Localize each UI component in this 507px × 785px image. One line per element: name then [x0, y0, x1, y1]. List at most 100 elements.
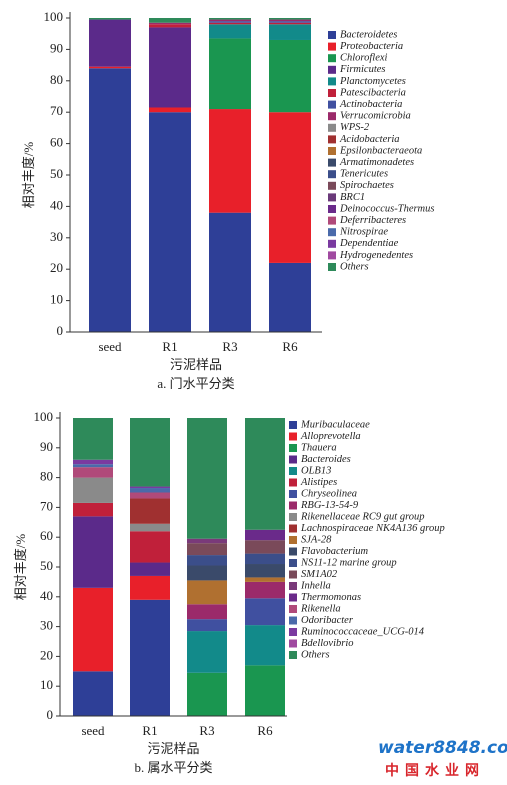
y-tick-label: 50 [40, 558, 53, 573]
legend-label: Spirochaetes [340, 180, 394, 191]
legend-swatch [289, 628, 297, 636]
y-tick-label: 30 [40, 618, 53, 633]
y-tick-label: 30 [50, 229, 63, 244]
legend-label: Rikenellaceae RC9 gut group [300, 511, 425, 522]
legend-swatch [289, 524, 297, 533]
legend-swatch [289, 639, 297, 648]
legend-swatch [328, 251, 336, 260]
legend-label: Hydrogenedentes [339, 250, 413, 261]
legend-label: Others [340, 261, 369, 272]
legend-swatch [328, 205, 336, 213]
bar-segment [73, 516, 113, 588]
legend-label: Chryseolinea [301, 488, 357, 499]
legend-label: Dependentiae [339, 238, 399, 249]
legend-swatch [328, 158, 336, 167]
watermark-site: water8848.com [378, 738, 507, 758]
bar-segment [245, 581, 285, 599]
bar-segment [269, 19, 311, 22]
legend-swatch [289, 593, 297, 602]
bar-segment [209, 109, 251, 213]
bar-segment [89, 68, 131, 333]
bar-segment [130, 492, 170, 499]
y-tick-label: 10 [40, 677, 53, 692]
legend-swatch [328, 216, 336, 225]
y-axis-label: 相对丰度/% [21, 142, 36, 209]
legend-label: BRC1 [340, 192, 365, 203]
bar-segment [245, 540, 285, 554]
x-tick-label: seed [81, 723, 105, 738]
legend-swatch [328, 181, 336, 190]
caption: a. 门水平分类 [157, 376, 234, 391]
legend-label: Tenericutes [340, 169, 388, 180]
bar-segment [149, 27, 191, 108]
y-tick-label: 70 [40, 498, 53, 513]
y-tick-label: 100 [44, 9, 64, 24]
y-tick-label: 70 [50, 103, 63, 118]
bar-segment [209, 38, 251, 110]
bar-segment [269, 21, 311, 23]
bar-segment [149, 18, 191, 23]
legend-label: Odoribacter [301, 615, 354, 626]
x-tick-label: R6 [257, 723, 273, 738]
legend-label: Bacteroides [301, 454, 351, 465]
bar-segment [130, 498, 170, 524]
legend-swatch [289, 455, 297, 464]
legend-swatch [289, 421, 297, 429]
legend-label: NS11-12 marine group [300, 557, 397, 568]
x-tick-label: R1 [142, 723, 157, 738]
legend-swatch [328, 228, 336, 237]
legend-label: Alistipes [300, 477, 337, 488]
legend-label: Armatimonadetes [339, 157, 414, 168]
bar-segment [130, 488, 170, 493]
bar-segment [187, 631, 227, 673]
bar-segment [269, 24, 311, 40]
legend-label: Acidobacteria [339, 134, 399, 145]
bar-segment [73, 459, 113, 465]
bar-segment [73, 464, 113, 468]
legend-swatch [328, 263, 336, 271]
bar-segment [187, 538, 227, 544]
legend-label: Planctomycetes [339, 76, 406, 87]
legend-label: Flavobacterium [300, 546, 368, 557]
legend-label: Inhella [300, 580, 331, 591]
legend-swatch [328, 65, 336, 74]
bar-segment [187, 619, 227, 632]
y-tick-label: 80 [40, 469, 53, 484]
legend-swatch [289, 444, 297, 452]
bar-segment [245, 553, 285, 565]
legend-swatch [289, 536, 297, 544]
bar-segment [245, 529, 285, 541]
x-tick-label: R3 [199, 723, 214, 738]
bar-segment [73, 671, 113, 716]
legend-label: Verrucomicrobia [340, 111, 411, 122]
legend-swatch [289, 570, 297, 579]
legend-swatch [289, 616, 297, 625]
y-tick-label: 20 [40, 647, 53, 662]
legend-label: WPS-2 [340, 122, 370, 133]
legend-label: Lachnospiraceae NK4A136 group [300, 523, 445, 534]
bar-segment [209, 18, 251, 20]
legend-label: Thauera [301, 442, 337, 453]
legend-label: Others [301, 649, 330, 660]
y-tick-label: 50 [50, 166, 63, 181]
caption: b. 属水平分类 [134, 760, 212, 775]
bar-segment [130, 523, 170, 532]
bar-segment [209, 24, 251, 39]
legend-label: OLB13 [301, 465, 331, 476]
y-tick-label: 20 [50, 260, 63, 275]
bar-segment [149, 107, 191, 113]
bar-segment [245, 665, 285, 716]
bar-segment [187, 418, 227, 539]
legend-label: Firmicutes [339, 64, 386, 75]
bar-segment [245, 577, 285, 582]
legend-swatch [328, 193, 336, 202]
y-tick-label: 90 [50, 40, 63, 55]
watermark-name: 中国水业网 [385, 762, 485, 779]
bar-segment [269, 112, 311, 263]
legend-swatch [289, 605, 297, 613]
legend-swatch [328, 170, 336, 179]
bar-segment [89, 66, 131, 69]
legend-label: SJA-28 [301, 534, 332, 545]
bar-segment [73, 587, 113, 672]
bar-segment [245, 598, 285, 626]
